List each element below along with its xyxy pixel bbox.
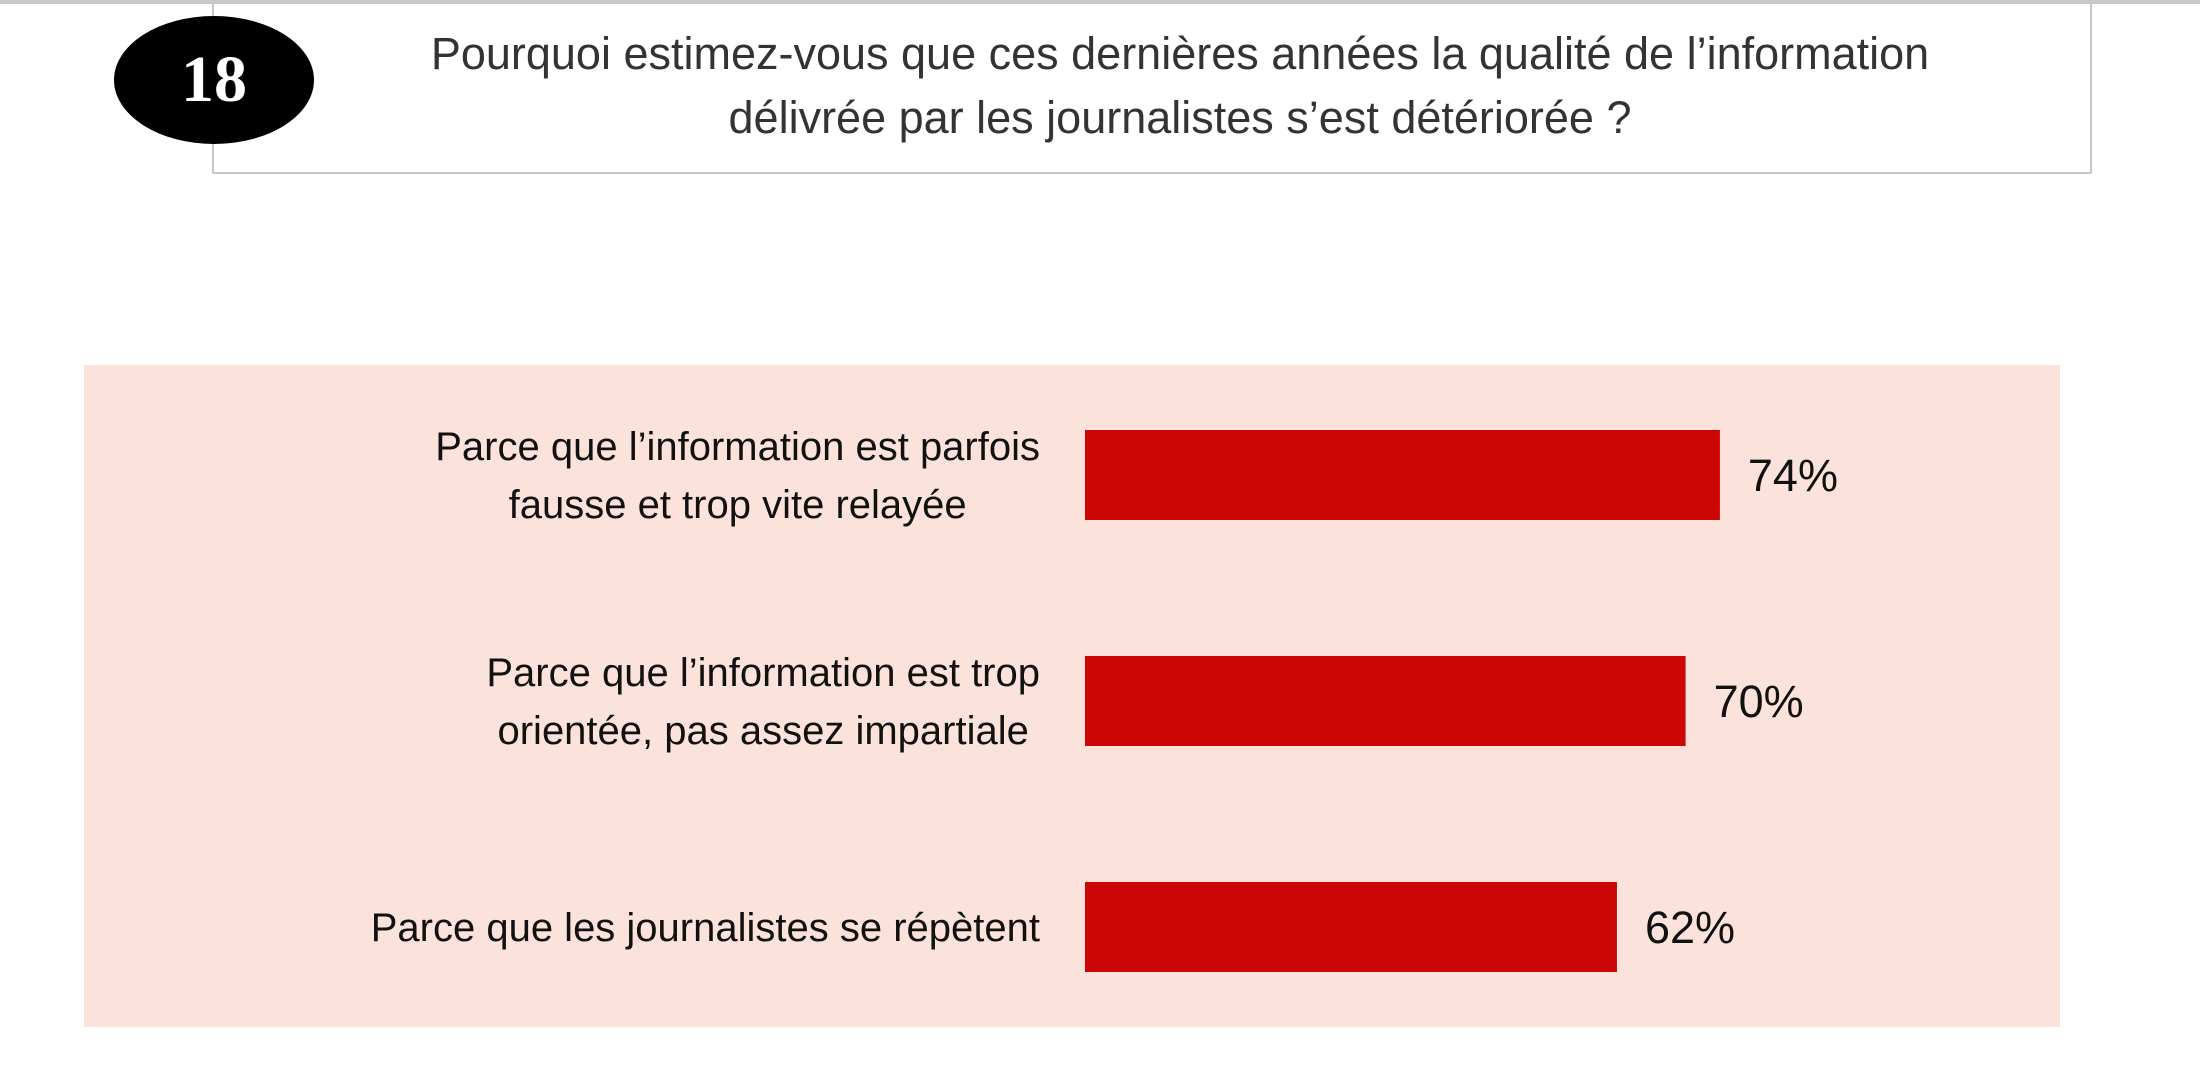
category-label-2-line-1: Parce que l’information est trop <box>486 651 1040 695</box>
question-line-1: Pourquoi estimez-vous que ces dernières … <box>430 28 1930 79</box>
chart-panel <box>84 365 2060 1027</box>
category-label-1: Parce que l’information est parfois fauss… <box>435 425 1040 527</box>
question-box <box>212 4 2092 174</box>
category-label-1-line-1: Parce que l’information est parfois <box>435 425 1040 469</box>
value-label-2: 70% <box>1714 676 1804 727</box>
value-label-3: 62% <box>1645 902 1735 953</box>
category-label-3-line-1: Parce que les journalistes se répètent <box>371 906 1040 950</box>
question-number-badge: 18 <box>114 16 314 144</box>
question-text: Pourquoi estimez-vous que ces dernières … <box>340 22 2020 150</box>
top-divider <box>0 0 2200 4</box>
bar-3 <box>1085 882 1617 972</box>
category-label-3: Parce que les journalistes se répètent <box>371 906 1040 950</box>
category-label-2-line-2: orientée, pas assez impartiale <box>497 709 1028 753</box>
bar-2 <box>1085 656 1686 746</box>
value-label-1: 74% <box>1748 450 1838 501</box>
category-label-1-line-2: fausse et trop vite relayée <box>509 483 967 527</box>
category-label-2: Parce que l’information est trop orientée… <box>486 651 1040 753</box>
bar-1 <box>1085 430 1720 520</box>
question-line-2: délivrée par les journalistes s’est dété… <box>728 92 1632 143</box>
